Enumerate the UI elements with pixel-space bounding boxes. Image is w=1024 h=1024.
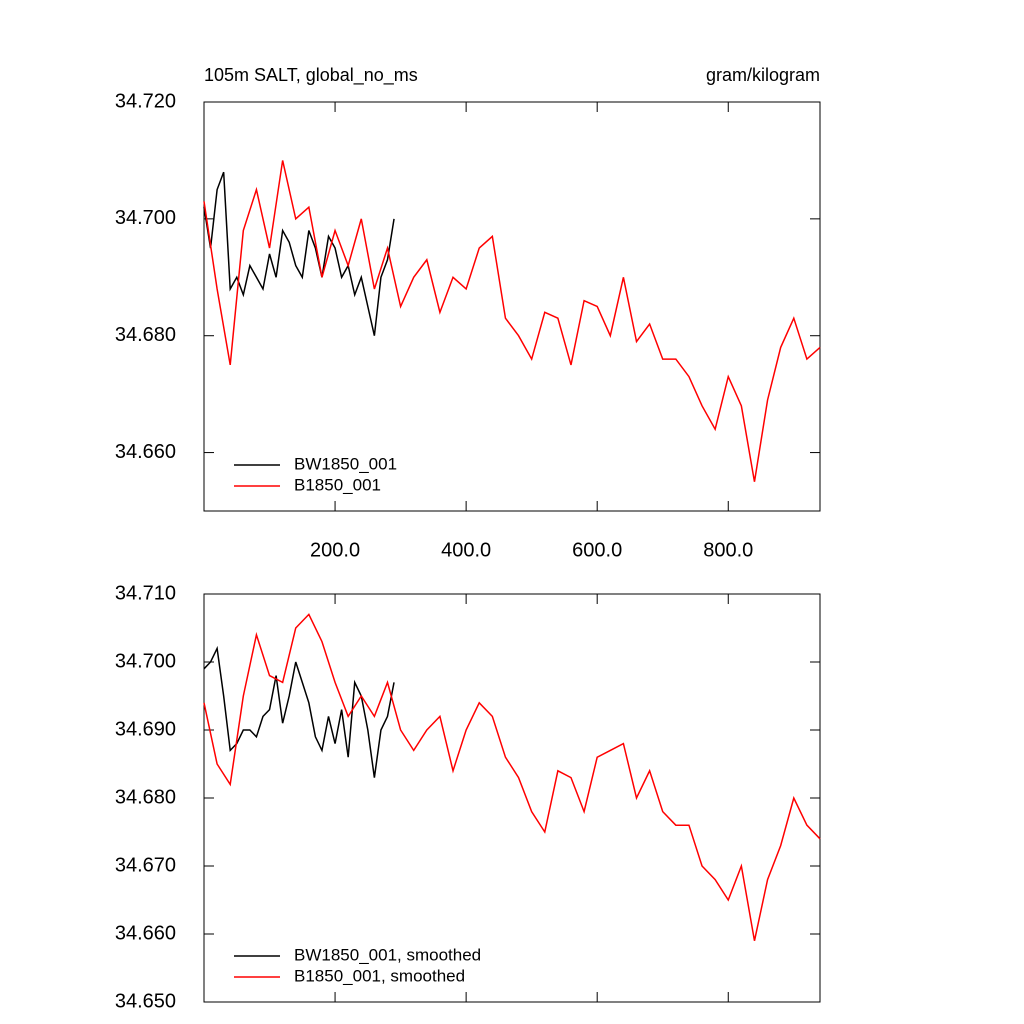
y-tick-label: 34.680 (115, 324, 176, 346)
legend-label: B1850_001 (294, 475, 381, 494)
y-tick-label: 34.670 (115, 854, 176, 876)
legend-label: B1850_001, smoothed (294, 966, 465, 985)
y-tick-label: 34.680 (115, 786, 176, 808)
plot-frame (203, 593, 821, 1003)
series-line (203, 160, 821, 482)
y-tick-label: 34.690 (115, 718, 176, 740)
units-label: gram/kilogram (706, 65, 820, 85)
series-line (203, 613, 821, 941)
y-tick-label: 34.700 (115, 207, 176, 229)
legend-label: BW1850_001, smoothed (294, 945, 481, 964)
y-tick-label: 34.660 (115, 441, 176, 463)
y-tick-label: 34.700 (115, 650, 176, 672)
x-tick-label: 400.0 (441, 539, 491, 561)
legend-label: BW1850_001 (294, 454, 397, 473)
x-tick-label: 600.0 (572, 539, 622, 561)
series-line (203, 645, 395, 778)
y-tick-label: 34.720 (115, 90, 176, 112)
y-tick-label: 34.660 (115, 922, 176, 944)
y-tick-label: 34.650 (115, 990, 176, 1012)
series-line (203, 171, 395, 336)
chart-title: 105m SALT, global_no_ms (204, 65, 418, 86)
x-tick-label: 800.0 (703, 539, 753, 561)
x-tick-label: 200.0 (310, 539, 360, 561)
y-tick-label: 34.710 (115, 582, 176, 604)
plot-frame (203, 101, 821, 512)
